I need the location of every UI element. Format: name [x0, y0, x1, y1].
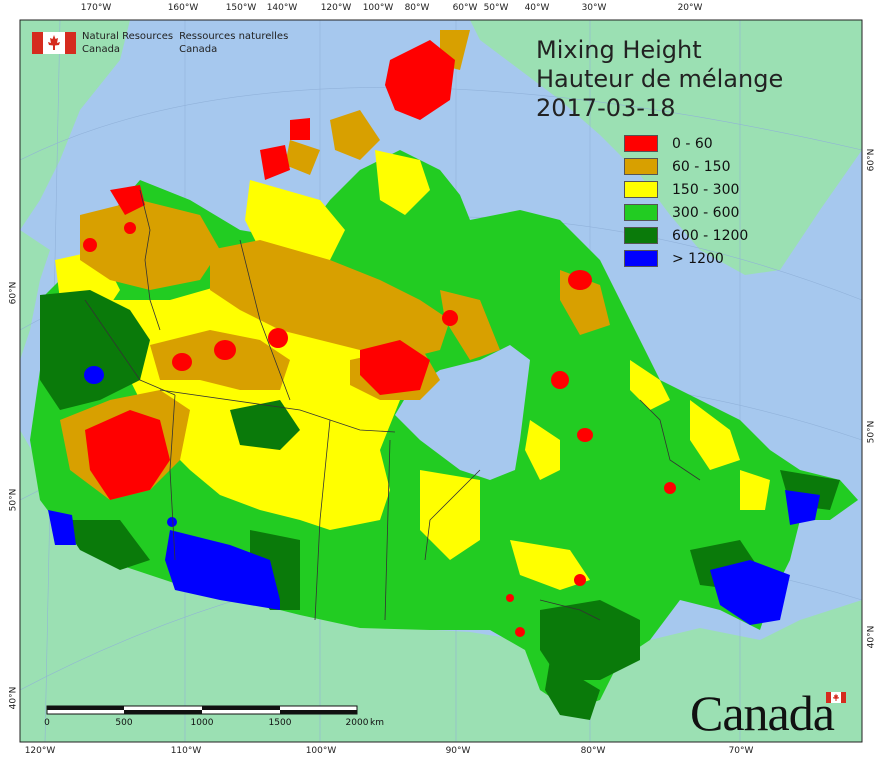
tick-top-50w: 50°W	[483, 3, 509, 13]
title-english: Mixing Height	[536, 36, 702, 64]
agency-signature: Natural Resources Canada Ressources natu…	[32, 30, 288, 56]
scale-label: 1000	[190, 718, 214, 728]
tick-bottom-110w: 110°W	[170, 746, 202, 756]
scale-label: 0	[44, 718, 50, 728]
tick-top-140w: 140°W	[266, 3, 298, 13]
agency-fr-line2: Canada	[179, 44, 218, 55]
tick-right-40n: 40°N	[866, 625, 877, 649]
tick-top-40w: 40°W	[524, 3, 550, 13]
legend-label: 150 - 300	[672, 181, 740, 198]
legend-label: 60 - 150	[672, 158, 731, 175]
alaska-landmass	[20, 20, 130, 360]
tick-bottom-80w: 80°W	[580, 746, 606, 756]
tick-top-60w: 60°W	[452, 3, 478, 13]
scale-unit: km	[370, 718, 384, 728]
zone-600-1200	[40, 290, 840, 720]
legend-swatch	[624, 181, 658, 198]
scale-bar-graphic	[46, 705, 358, 715]
legend: 0 - 60 60 - 150 150 - 300 300 - 600 600 …	[624, 132, 748, 270]
legend-label: 0 - 60	[672, 135, 713, 152]
tick-right-60n: 60°N	[866, 148, 877, 172]
canada-flag-icon	[32, 32, 76, 54]
tick-bottom-100w: 100°W	[305, 746, 337, 756]
usa-landmass	[20, 430, 862, 742]
zone-0-60	[83, 40, 676, 637]
legend-item: 300 - 600	[624, 201, 748, 224]
zone-over-1200	[48, 366, 820, 625]
tick-top-160w: 160°W	[167, 3, 199, 13]
map-date: 2017-03-18	[536, 94, 676, 122]
legend-item: > 1200	[624, 247, 748, 270]
scale-bar: 0 500 1000 1500 2000 km	[44, 705, 384, 728]
tick-left-60n: 60°N	[8, 281, 19, 305]
legend-swatch	[624, 158, 658, 175]
greenland-landmass	[470, 20, 862, 275]
legend-label: 300 - 600	[672, 204, 740, 221]
title-french: Hauteur de mélange	[536, 65, 784, 93]
agency-en-line2: Canada	[82, 44, 121, 55]
scale-label: 2000	[345, 718, 369, 728]
tick-left-50n: 50°N	[8, 488, 19, 512]
tick-right-50n: 50°N	[866, 420, 877, 444]
wordmark-text: Canada	[690, 685, 835, 741]
agency-name-en: Natural Resources Canada	[82, 30, 173, 56]
provincial-boundaries	[84, 189, 701, 621]
legend-swatch	[624, 204, 658, 221]
tick-bottom-70w: 70°W	[728, 746, 754, 756]
scale-label: 1500	[268, 718, 292, 728]
tick-top-170w: 170°W	[80, 3, 112, 13]
legend-item: 150 - 300	[624, 178, 748, 201]
legend-swatch	[624, 250, 658, 267]
wordmark-flag-icon	[826, 692, 846, 703]
tick-bottom-120w: 120°W	[24, 746, 56, 756]
legend-item: 0 - 60	[624, 132, 748, 155]
legend-item: 60 - 150	[624, 155, 748, 178]
tick-top-20w: 20°W	[677, 3, 703, 13]
tick-top-150w: 150°W	[225, 3, 257, 13]
map-title: Mixing Height Hauteur de mélange 2017-03…	[536, 36, 783, 123]
legend-swatch	[624, 227, 658, 244]
agency-name-fr: Ressources naturelles Canada	[179, 30, 288, 56]
tick-top-100w: 100°W	[362, 3, 394, 13]
legend-label: 600 - 1200	[672, 227, 749, 244]
tick-top-80w: 80°W	[404, 3, 430, 13]
legend-item: 600 - 1200	[624, 224, 748, 247]
legend-label: > 1200	[672, 250, 724, 267]
agency-fr-line1: Ressources naturelles	[179, 31, 289, 42]
scale-label: 500	[115, 718, 133, 728]
canada-wordmark: Canada	[690, 685, 846, 741]
tick-top-120w: 120°W	[320, 3, 352, 13]
tick-left-40n: 40°N	[8, 686, 19, 710]
legend-swatch	[624, 135, 658, 152]
agency-en-line1: Natural Resources	[82, 31, 174, 42]
neat-frame	[19, 19, 863, 743]
tick-top-30w: 30°W	[581, 3, 607, 13]
tick-bottom-90w: 90°W	[445, 746, 471, 756]
